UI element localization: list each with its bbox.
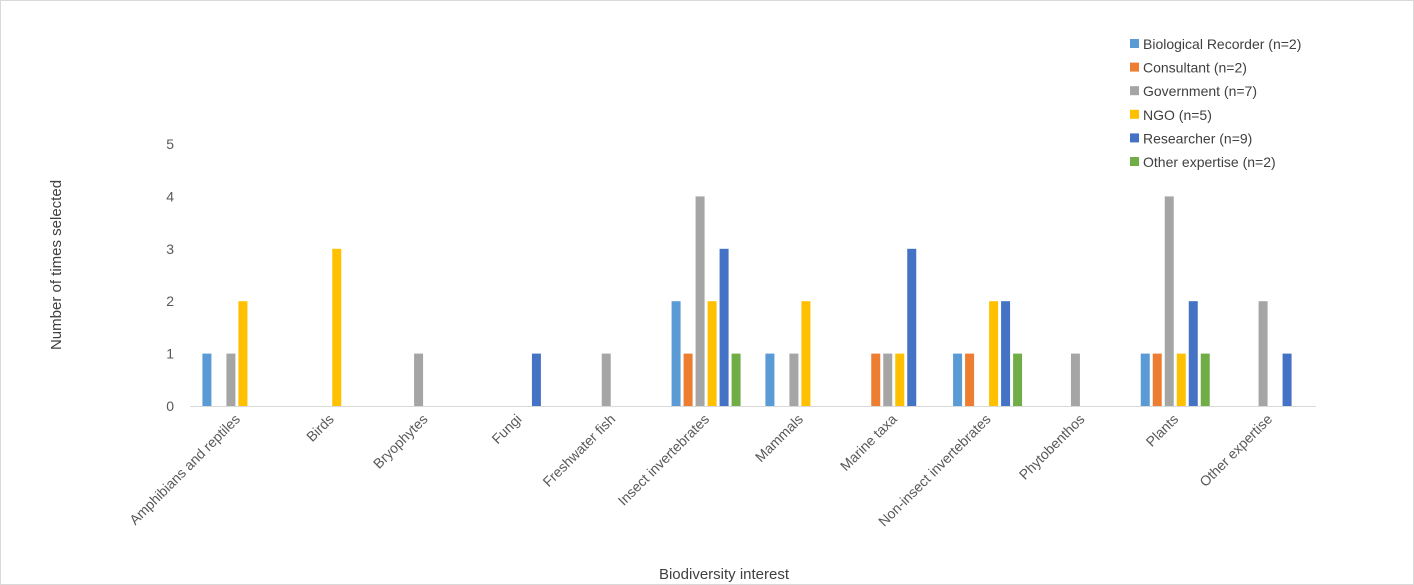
bar	[1176, 353, 1186, 406]
bar	[731, 353, 741, 406]
x-tick-label: Insect invertebrates	[615, 411, 713, 509]
bar	[695, 196, 705, 406]
bar	[1200, 353, 1210, 406]
bar	[1013, 353, 1023, 406]
bar	[683, 353, 693, 406]
bar	[871, 353, 881, 406]
x-tick-label: Plants	[1143, 411, 1182, 450]
x-tick-label: Birds	[303, 411, 337, 445]
y-axis-title: Number of times selected	[48, 180, 65, 350]
legend-label: NGO (n=5)	[1143, 107, 1212, 123]
bar	[883, 353, 893, 406]
bar	[1164, 196, 1174, 406]
bar	[1282, 353, 1292, 406]
legend-swatch	[1130, 157, 1139, 166]
bar	[1070, 353, 1080, 406]
bar	[765, 353, 775, 406]
bar	[895, 353, 905, 406]
bar	[202, 353, 212, 406]
y-tick-label: 1	[166, 346, 174, 362]
bar	[989, 301, 999, 406]
y-axis-ticks: 0 1 2 3 4 5	[166, 136, 174, 414]
legend-label: Biological Recorder (n=2)	[1143, 36, 1301, 52]
bar	[907, 248, 917, 406]
legend-swatch	[1130, 39, 1139, 48]
bar	[1258, 301, 1268, 406]
legend-label: Other expertise (n=2)	[1143, 154, 1276, 170]
bar	[671, 301, 681, 406]
legend: Biological Recorder (n=2) Consultant (n=2…	[1130, 36, 1301, 170]
bar	[1152, 353, 1162, 406]
bar	[789, 353, 799, 406]
x-tick-label: Freshwater fish	[539, 411, 618, 490]
x-tick-label: Fungi	[488, 411, 524, 447]
plot-area	[190, 196, 1316, 407]
bar	[1001, 301, 1011, 406]
bar	[332, 248, 342, 406]
x-tick-label: Mammals	[752, 411, 806, 465]
bar	[707, 301, 717, 406]
legend-swatch	[1130, 133, 1139, 143]
x-axis-ticks: Amphibians and reptiles Birds Bryophytes Fu…	[126, 411, 1275, 530]
legend-label: Government (n=7)	[1143, 83, 1257, 99]
y-tick-label: 2	[166, 293, 174, 309]
legend-label: Consultant (n=2)	[1143, 60, 1247, 76]
bar	[1140, 353, 1150, 406]
bar	[953, 353, 963, 406]
x-tick-label: Phytobenthos	[1016, 411, 1088, 483]
x-tick-label: Amphibians and reptiles	[126, 411, 243, 528]
y-tick-label: 0	[166, 398, 174, 414]
x-axis-title: Biodiversity interest	[659, 566, 790, 583]
bar	[414, 353, 424, 406]
bar	[531, 353, 541, 406]
bar	[1188, 301, 1198, 406]
x-tick-label: Bryophytes	[370, 411, 431, 472]
y-tick-label: 5	[166, 136, 174, 152]
bar	[601, 353, 611, 406]
y-tick-label: 4	[166, 188, 174, 204]
bar	[965, 353, 975, 406]
y-tick-label: 3	[166, 241, 174, 257]
bar	[226, 353, 236, 406]
legend-label: Researcher (n=9)	[1143, 130, 1252, 146]
legend-swatch	[1130, 62, 1139, 72]
bar	[238, 301, 248, 406]
x-tick-label: Other expertise	[1196, 411, 1275, 490]
bar	[719, 248, 729, 406]
legend-swatch	[1130, 86, 1139, 96]
bar	[801, 301, 811, 406]
legend-swatch	[1130, 109, 1139, 119]
x-tick-label: Marine taxa	[837, 411, 900, 474]
